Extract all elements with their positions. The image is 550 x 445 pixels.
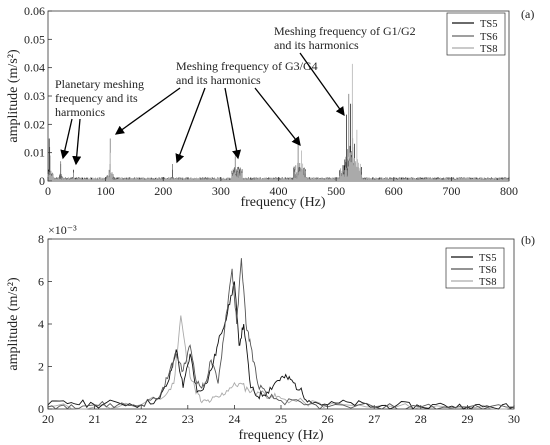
y-tick-label-b: 0 xyxy=(38,402,44,416)
x-tick-label-b: 30 xyxy=(508,412,520,426)
y-tick-label-b: 8 xyxy=(38,232,44,246)
panel-a: 0 100 200 300 400 500 600 700 800 00.010.020.030… xyxy=(6,4,534,210)
y-tick-label-a: 0.03 xyxy=(24,89,45,103)
series-ts6-a xyxy=(47,93,510,181)
legend-a: TS5 TS6 TS8 xyxy=(446,12,506,56)
arrow-planetary-1 xyxy=(60,118,73,160)
x-tick-label-b: 29 xyxy=(461,412,473,426)
arrow-g3g4-1 xyxy=(114,87,181,135)
x-axis-label-a: frequency (Hz) xyxy=(240,195,325,210)
annotation-g3g4-line-2: and its harmonics xyxy=(176,73,261,87)
annotation-g1g2: Meshing frequency of G1/G2 and its harmo… xyxy=(274,24,416,117)
x-tick-label-a: 0 xyxy=(45,184,51,198)
series-ts5-b xyxy=(47,281,515,410)
y-tick-label-b: 6 xyxy=(38,275,44,289)
y-tick-label-a: 0.02 xyxy=(24,117,45,131)
y-exponent-label-b: ×10⁻³ xyxy=(48,223,77,237)
x-tick-label-b: 27 xyxy=(368,412,380,426)
panel-label-b: (b) xyxy=(521,233,535,247)
x-tick-label-b: 28 xyxy=(415,412,427,426)
annotation-g3g4-line-1: Meshing frequency of G3/G4 xyxy=(176,59,318,73)
arrow-g3g4-3 xyxy=(224,87,242,160)
annotation-planetary-line-3: harmonics xyxy=(55,105,105,119)
x-tick-label-b: 25 xyxy=(275,412,287,426)
x-tick-label-a: 800 xyxy=(500,184,518,198)
legend-label-ts6-b: TS6 xyxy=(479,265,497,276)
y-tick-label-a: 0.06 xyxy=(24,4,45,18)
annotation-g1g2-line-2: and its harmonics xyxy=(274,38,359,52)
arrow-planetary-2 xyxy=(72,118,82,166)
annotation-g3g4: Meshing frequency of G3/G4 and its harmo… xyxy=(114,59,318,164)
annotation-planetary-line-1: Planetary meshing xyxy=(55,77,144,91)
y-tick-label-a: 0.01 xyxy=(24,146,45,160)
y-axis-label-a: amplitude (m/s²) xyxy=(6,49,21,143)
x-tick-label-b: 26 xyxy=(322,412,334,426)
x-tick-label-b: 24 xyxy=(228,412,240,426)
annotation-g1g2-line-1: Meshing frequency of G1/G2 xyxy=(274,24,416,38)
x-tick-label-a: 500 xyxy=(327,184,345,198)
x-tick-label-a: 600 xyxy=(385,184,403,198)
x-tick-label-b: 21 xyxy=(89,412,101,426)
legend-label-ts8-b: TS8 xyxy=(479,277,497,288)
legend-label-ts5-a: TS5 xyxy=(480,19,498,30)
x-tick-label-b: 22 xyxy=(135,412,147,426)
series-ts8-b xyxy=(47,315,515,410)
arrow-g3g4-4 xyxy=(254,87,301,147)
x-tick-label-a: 100 xyxy=(97,184,115,198)
x-tick-label-a: 200 xyxy=(154,184,172,198)
series-ts6-b xyxy=(47,258,515,410)
legend-label-ts5-b: TS5 xyxy=(479,253,497,264)
x-tick-label-a: 700 xyxy=(442,184,460,198)
arrow-g3g4-2 xyxy=(175,87,206,164)
x-tick-label-a: 300 xyxy=(212,184,230,198)
x-tick-label-b: 20 xyxy=(42,412,54,426)
series-group-b xyxy=(47,258,515,410)
y-tick-label-a: 0.04 xyxy=(24,61,45,75)
legend-b: TS5 TS6 TS8 xyxy=(445,247,505,289)
plot-frame-b xyxy=(47,238,515,410)
legend-label-ts6-a: TS6 xyxy=(480,32,498,43)
y-ticks-b: 0 2 4 6 8 xyxy=(38,232,52,416)
arrow-g1g2 xyxy=(299,52,345,117)
x-ticks-b: 20 21 22 23 24 25 26 27 28 29 30 xyxy=(42,405,520,426)
series-ts5-a xyxy=(47,103,510,181)
x-ticks-a: 0 100 200 300 400 500 600 700 800 xyxy=(45,177,518,198)
annotation-planetary: Planetary meshing frequency and its harm… xyxy=(55,77,144,166)
y-axis-label-b: amplitude (m/s²) xyxy=(6,277,21,371)
panel-label-a: (a) xyxy=(521,7,534,21)
annotation-planetary-line-2: frequency and its xyxy=(55,91,138,105)
x-tick-label-b: 23 xyxy=(182,412,194,426)
x-axis-label-b: frequency (Hz) xyxy=(238,428,323,443)
y-tick-label-a: 0.05 xyxy=(24,32,45,46)
legend-label-ts8-a: TS8 xyxy=(480,44,498,55)
y-tick-label-b: 4 xyxy=(38,317,44,331)
y-tick-label-a: 0 xyxy=(39,174,45,188)
y-ticks-a: 0 0.01 0.02 0.03 0.04 0.05 0.06 xyxy=(24,4,52,188)
y-tick-label-b: 2 xyxy=(38,360,44,374)
x-tick-label-a: 400 xyxy=(270,184,288,198)
